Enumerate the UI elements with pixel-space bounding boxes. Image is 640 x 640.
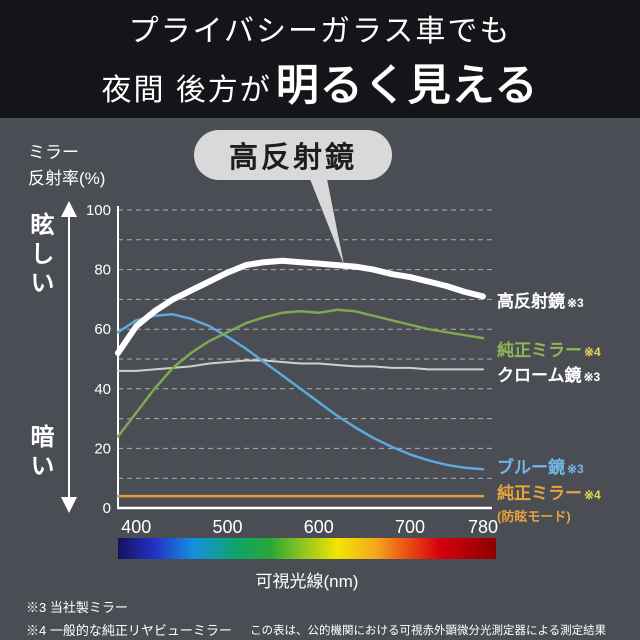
svg-text:100: 100 <box>86 202 111 219</box>
label-dazzling: 眩しい <box>26 212 53 299</box>
source-note: この表は、公的機関における可視赤外顕微分光測定器による測定結果 <box>250 625 607 637</box>
callout-bubble: 高反射鏡 <box>194 130 392 180</box>
visible-light-spectrum-bar <box>118 538 496 559</box>
brightness-arrow <box>61 201 77 513</box>
headline-banner: プライバシーガラス車でも 夜間 後方が 明るく見える <box>0 0 640 118</box>
series-label-3: ブルー鏡 ※3 <box>497 458 584 477</box>
callout-pointer-icon <box>310 179 344 265</box>
svg-text:400: 400 <box>121 517 151 537</box>
y-axis-title: ミラー 反射率(%) <box>28 143 106 188</box>
footnote-4: ※4 一般的な純正リヤビューミラー <box>26 623 232 638</box>
svg-text:0: 0 <box>103 500 111 517</box>
headline-line2-small: 夜間 後方が <box>101 73 272 107</box>
svg-text:20: 20 <box>94 440 111 457</box>
series-label-4: 純正ミラー ※4 (防眩モード) <box>497 484 601 524</box>
svg-text:600: 600 <box>304 517 334 537</box>
svg-text:500: 500 <box>212 517 242 537</box>
spectrum-axis-label: 可視光線(nm) <box>255 572 359 591</box>
headline-line2: 夜間 後方が 明るく見える <box>101 51 538 113</box>
series-label-0: 高反射鏡 ※3 <box>497 292 584 311</box>
chart-svg: 0 20 40 60 80 100 400 500 600 700 780 <box>86 202 498 537</box>
callout-label: 高反射鏡 <box>228 142 357 174</box>
series-label-2: クローム鏡 ※3 <box>497 366 601 385</box>
svg-text:60: 60 <box>94 321 111 338</box>
headline-line1: プライバシーガラス車でも <box>128 14 512 48</box>
series-label-1: 純正ミラー ※4 <box>497 341 601 360</box>
svg-text:80: 80 <box>94 262 111 279</box>
svg-text:700: 700 <box>395 517 425 537</box>
label-dark: 暗い <box>26 424 53 482</box>
footnote-3: ※3 当社製ミラー <box>26 600 128 615</box>
headline-line2-emphasis: 明るく見える <box>275 61 539 110</box>
svg-text:40: 40 <box>94 381 111 398</box>
svg-text:780: 780 <box>468 517 498 537</box>
